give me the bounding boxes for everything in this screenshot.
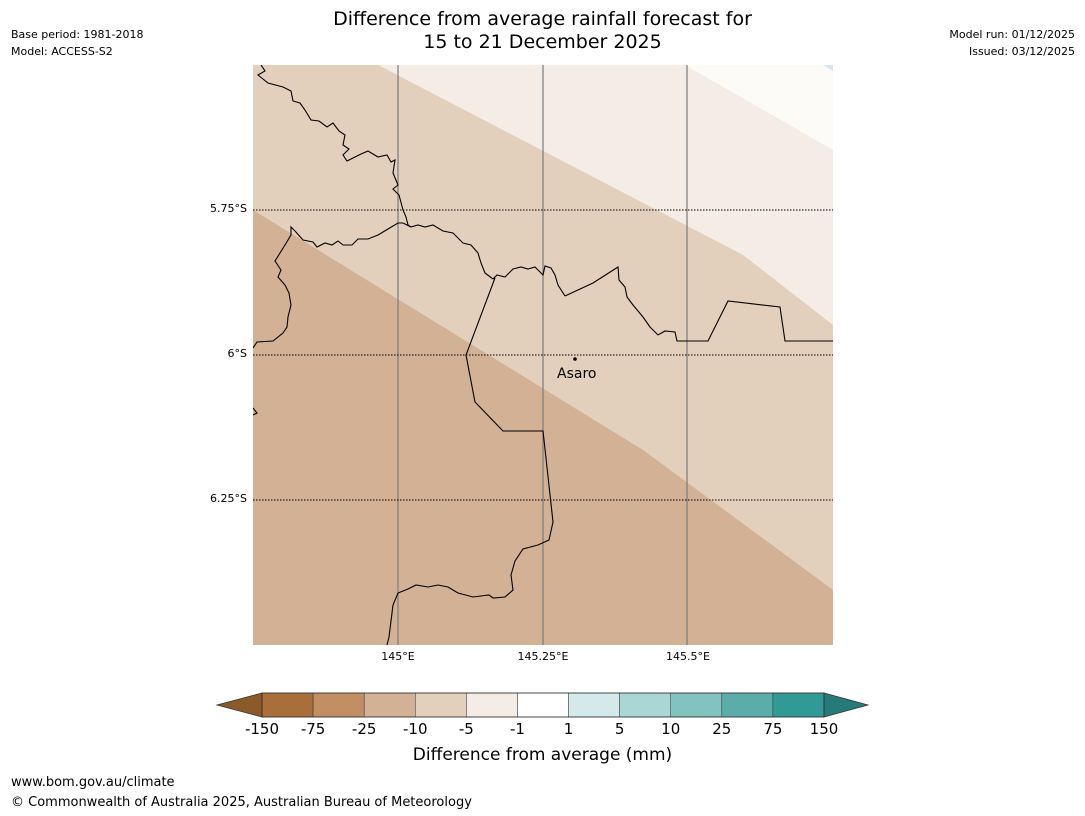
colorbar — [215, 692, 870, 718]
colorbar-tick-label: -1 — [509, 720, 525, 738]
model-name: Model: ACCESS-S2 — [11, 45, 113, 58]
colorbar-segment — [415, 692, 467, 718]
asaro-label: Asaro — [557, 366, 596, 382]
meta-left: Base period: 1981-2018 Model: ACCESS-S2 — [11, 26, 143, 60]
colorbar-outline — [261, 692, 825, 718]
colorbar-tick-label: -25 — [351, 720, 377, 738]
colorbar-tick-label: 1 — [563, 720, 574, 738]
meta-right: Model run: 01/12/2025 Issued: 03/12/2025 — [949, 26, 1075, 60]
colorbar-tick-label: -150 — [244, 720, 280, 738]
colorbar-segment — [670, 692, 723, 718]
lon-label-145-25e: 145.25°E — [517, 650, 569, 663]
boundary-ridge-east — [410, 224, 566, 297]
title-line-2: 15 to 21 December 2025 — [423, 31, 662, 53]
title-line-1: Difference from average rainfall forecas… — [333, 8, 752, 30]
lat-label-6s: 6°S — [227, 347, 247, 360]
colorbar-segment — [261, 692, 314, 718]
band-minus-1-to-minus-5 — [378, 65, 833, 325]
issued-date: Issued: 03/12/2025 — [968, 45, 1075, 58]
colorbar-segment — [466, 692, 518, 718]
model-run: Model run: 01/12/2025 — [949, 28, 1075, 41]
parallel-lines — [253, 209, 833, 501]
province-boundaries — [253, 65, 833, 645]
asaro-marker — [573, 357, 577, 361]
lon-label-145-5e: 145.5°E — [666, 650, 710, 663]
boundary-central-south — [386, 277, 554, 645]
band-near-average — [685, 65, 833, 150]
colorbar-segments — [261, 692, 825, 718]
colorbar-tick-label: -75 — [300, 720, 326, 738]
colorbar-label: Difference from average (mm) — [412, 745, 673, 765]
colorbar-tick-label: 75 — [763, 720, 783, 738]
colorbar-tick-label: 25 — [712, 720, 732, 738]
lat-label-6-25s: 6.25°S — [210, 492, 247, 505]
footer-copyright: © Commonwealth of Australia 2025, Austra… — [11, 795, 472, 810]
colorbar-extend-high — [823, 692, 870, 718]
colorbar-segment — [568, 692, 620, 718]
colorbar-segment — [721, 692, 774, 718]
colorbar-segment — [619, 692, 671, 718]
colorbar-segment — [772, 692, 825, 718]
lon-label-145e: 145°E — [381, 650, 415, 663]
colorbar-tick-label: -5 — [458, 720, 474, 738]
colorbar-tick-label: 150 — [809, 720, 839, 738]
colorbar-segment — [517, 692, 569, 718]
band-plus-1-to-plus-5 — [823, 65, 833, 71]
boundary-northwest — [257, 65, 412, 228]
colorbar-segment — [312, 692, 365, 718]
lat-label-5-75s: 5.75°S — [210, 202, 247, 215]
base-period: Base period: 1981-2018 — [11, 28, 144, 41]
colorbar-segment — [363, 692, 416, 718]
chart-title: Difference from average rainfall forecas… — [0, 8, 1085, 54]
boundary-east — [564, 266, 833, 342]
forecast-map: Asaro — [253, 65, 833, 645]
boundary-west-stub — [253, 407, 258, 416]
colorbar-tick-label: 5 — [614, 720, 625, 738]
colorbar-extend-low — [215, 692, 263, 718]
boundary-ridge — [253, 222, 412, 349]
footer-url[interactable]: www.bom.gov.au/climate — [11, 775, 175, 790]
colorbar-tick-label: -10 — [403, 720, 428, 738]
colorbar-tick-label: 10 — [661, 720, 681, 738]
